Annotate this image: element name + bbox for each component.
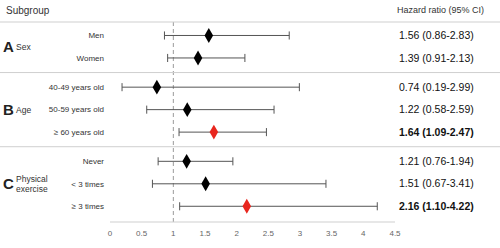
svg-text:C: C	[8, 175, 14, 192]
svg-text:1: 1	[171, 229, 176, 238]
svg-text:A: A	[8, 38, 14, 55]
svg-text:4.5: 4.5	[389, 229, 401, 238]
svg-text:Age: Age	[16, 105, 31, 115]
svg-text:50-59 years old: 50-59 years old	[49, 105, 104, 114]
svg-text:< 3 times: < 3 times	[71, 180, 104, 189]
svg-text:0: 0	[108, 229, 113, 238]
svg-text:1.51 (0.67-3.41): 1.51 (0.67-3.41)	[399, 177, 474, 189]
html-text:Subgroup: Subgroup	[6, 5, 50, 16]
html-text:Hazard ratio (95% CI): Hazard ratio (95% CI)	[397, 5, 484, 15]
svg-text:0.5: 0.5	[136, 229, 148, 238]
svg-text:Sex: Sex	[16, 42, 31, 52]
svg-text:40-49 years old: 40-49 years old	[49, 83, 104, 92]
svg-text:Physicalexercise: Physicalexercise	[16, 174, 48, 194]
svg-text:2.16 (1.10-4.22): 2.16 (1.10-4.22)	[399, 200, 474, 212]
svg-text:2: 2	[234, 229, 239, 238]
svg-text:1.22 (0.58-2.59): 1.22 (0.58-2.59)	[399, 103, 474, 115]
svg-text:3.5: 3.5	[326, 229, 338, 238]
svg-text:4: 4	[361, 229, 366, 238]
svg-text:1.64 (1.09-2.47): 1.64 (1.09-2.47)	[399, 126, 474, 138]
svg-text:2.5: 2.5	[263, 229, 275, 238]
svg-text:1.39 (0.91-2.13): 1.39 (0.91-2.13)	[399, 52, 474, 64]
svg-text:1.21 (0.76-1.94): 1.21 (0.76-1.94)	[399, 155, 474, 167]
svg-text:≥ 3 times: ≥ 3 times	[72, 202, 104, 211]
svg-text:1.56 (0.86-2.83): 1.56 (0.86-2.83)	[399, 29, 474, 41]
svg-text:Men: Men	[88, 31, 104, 40]
svg-text:3: 3	[298, 229, 303, 238]
svg-text:0.74 (0.19-2.99): 0.74 (0.19-2.99)	[399, 81, 474, 93]
svg-text:Women: Women	[77, 54, 104, 63]
svg-text:≥ 60 years old: ≥ 60 years old	[54, 128, 104, 137]
svg-text:Never: Never	[83, 157, 105, 166]
svg-text:B: B	[8, 101, 14, 118]
svg-text:1.5: 1.5	[199, 229, 211, 238]
